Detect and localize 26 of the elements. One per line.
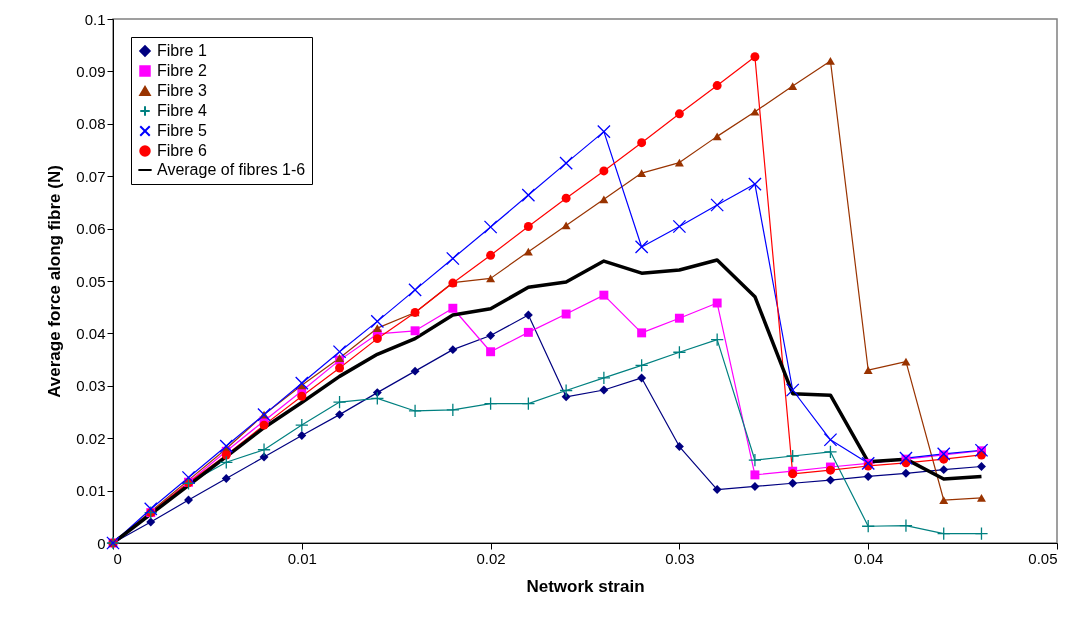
y-tick-label: 0.08 — [76, 115, 106, 133]
legend-label: Fibre 2 — [157, 62, 207, 79]
x-tick-label: 0 — [113, 549, 122, 567]
y-tick-label: 0.07 — [76, 167, 106, 185]
y-tick-label: 0.06 — [76, 220, 106, 238]
y-tick-label: 0.03 — [76, 377, 106, 395]
y-axis-title: Average force along fibre (N) — [45, 165, 65, 398]
legend-label: Fibre 6 — [157, 142, 207, 159]
x-tick-label: 0.04 — [854, 549, 884, 567]
x-tick-label: 0.02 — [476, 549, 506, 567]
legend-label: Fibre 1 — [157, 42, 207, 59]
legend-label: Average of fibres 1-6 — [157, 161, 306, 178]
x-tick-label: 0.03 — [665, 549, 695, 567]
x-tick-label: 0.01 — [287, 549, 317, 567]
legend-label: Fibre 5 — [157, 122, 207, 139]
y-tick-label: 0.04 — [76, 324, 106, 342]
x-axis-title: Network strain — [526, 576, 645, 596]
y-tick-label: 0.02 — [76, 429, 106, 447]
y-tick-label: 0.05 — [76, 272, 106, 290]
y-tick-label: 0.09 — [76, 62, 106, 80]
legend-label: Fibre 4 — [157, 102, 207, 119]
y-tick-label: 0.01 — [76, 482, 106, 500]
x-tick-label: 0.05 — [1028, 549, 1058, 567]
y-tick-label: 0.1 — [84, 10, 106, 28]
y-tick-label: 0 — [97, 534, 106, 552]
legend-label: Fibre 3 — [157, 82, 207, 99]
